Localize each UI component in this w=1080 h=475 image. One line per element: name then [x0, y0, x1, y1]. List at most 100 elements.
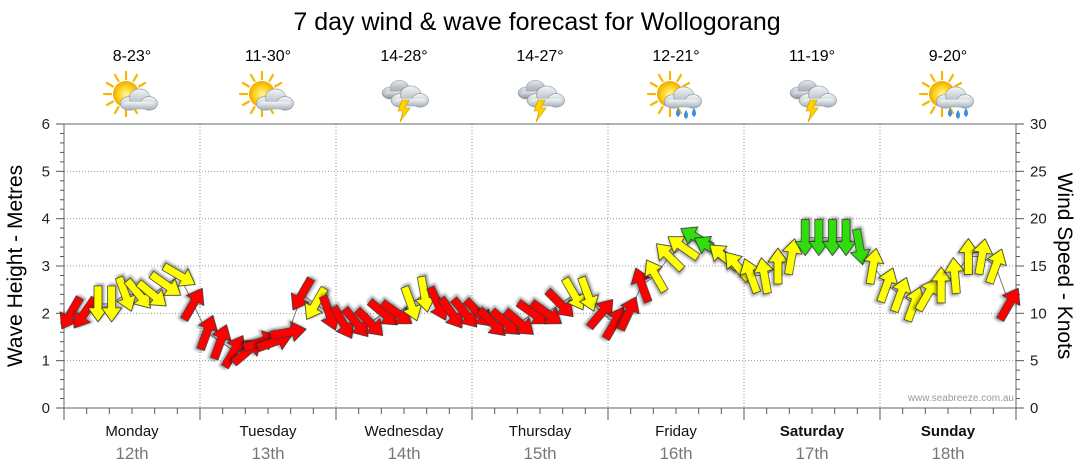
wind-arrow	[782, 238, 803, 276]
temperature-label: 12-21°	[652, 48, 699, 65]
sun-ray	[921, 100, 931, 107]
wind-arrow-shape	[529, 299, 562, 325]
wind-arrow	[544, 287, 574, 318]
sun-ray	[241, 100, 251, 107]
storm-icon	[381, 79, 429, 123]
wind-arrow-shape	[354, 306, 384, 336]
day-name-label: Thursday	[509, 423, 572, 440]
sun-ray	[241, 81, 251, 88]
wind-arrow	[850, 228, 871, 266]
wind-arrow-shape	[996, 287, 1021, 322]
wind-arrow-shape	[630, 267, 653, 304]
left-tick-label: 0	[42, 400, 50, 417]
sun-ray	[681, 81, 691, 88]
lightning-bolt	[805, 99, 819, 123]
wave-height-series	[70, 236, 1010, 352]
rain-drop	[692, 108, 696, 117]
sun-ray	[649, 100, 659, 107]
wind-arrow-shape	[944, 257, 965, 295]
wind-arrow-shape	[985, 248, 1007, 285]
temperature-label: 14-28°	[380, 48, 427, 65]
wind-arrow	[863, 247, 885, 285]
left-tick-label: 5	[42, 163, 50, 180]
temperature-label: 11-30°	[245, 48, 291, 65]
wind-arrow-shape	[616, 296, 640, 332]
sun-cloud-icon	[102, 70, 158, 118]
wind-arrow-shape	[930, 266, 952, 304]
wind-arrow-shape	[148, 270, 182, 296]
wind-arrow	[996, 287, 1021, 322]
wind-arrow-shape	[180, 287, 205, 322]
sun-ray	[929, 105, 936, 115]
sun-ray	[273, 81, 283, 88]
day-date-label: 16th	[659, 444, 692, 463]
cloud-base	[258, 101, 291, 110]
wind-arrow-shape	[958, 238, 979, 275]
credit-text: www.seabreeze.com.au	[907, 393, 1014, 404]
wave-height-line	[70, 236, 1010, 352]
storm-icon	[517, 79, 565, 123]
right-tick-label: 10	[1030, 305, 1047, 322]
day-date-label: 13th	[251, 444, 284, 463]
wind-arrow-shape	[863, 247, 885, 285]
wind-arrow-shape	[753, 257, 774, 295]
wind-arrow-shape	[644, 259, 669, 294]
cloud-base	[122, 101, 155, 110]
wind-arrow-shape	[290, 276, 315, 311]
day-date-label: 12th	[115, 444, 148, 463]
right-tick-label: 15	[1030, 258, 1047, 275]
cloud-base	[666, 99, 699, 108]
temperature-label: 14-27°	[516, 48, 563, 65]
day-name-label: Wednesday	[365, 423, 444, 440]
sun-rain-icon	[918, 70, 974, 119]
sun-ray	[921, 81, 931, 88]
wind-arrow	[944, 257, 965, 295]
rain-drop	[948, 108, 952, 117]
sun-ray	[657, 105, 664, 115]
day-date-label: 18th	[931, 444, 964, 463]
sun-ray	[649, 81, 659, 88]
day-date-label: 15th	[523, 444, 556, 463]
day-date-label: 17th	[795, 444, 828, 463]
sun-ray	[948, 73, 955, 83]
right-tick-label: 0	[1030, 400, 1038, 417]
sun-ray	[113, 73, 120, 83]
day-name-label: Tuesday	[240, 423, 297, 440]
left-tick-label: 6	[42, 116, 50, 133]
temperature-label: 8-23°	[113, 48, 151, 65]
left-tick-label: 3	[42, 258, 50, 275]
wind-arrow-shape	[850, 228, 871, 266]
wind-arrow	[630, 267, 653, 304]
day-name-label: Sunday	[921, 423, 976, 440]
wind-arrow	[135, 279, 167, 307]
sun-ray	[249, 105, 256, 115]
wind-arrow	[354, 306, 384, 336]
chart-title: 7 day wind & wave forecast for Wollogora…	[293, 8, 780, 36]
rain-drop	[684, 110, 688, 119]
axes: 0 1 2 3 4 5 6 0 5 10 15 20 25 30	[42, 116, 1047, 420]
wind-arrow	[616, 296, 640, 332]
storm-icon	[789, 79, 837, 123]
sun-ray	[137, 81, 147, 88]
left-tick-label: 1	[42, 353, 50, 370]
sun-cloud-icon	[238, 70, 294, 118]
sun-ray	[249, 73, 256, 83]
sun-rain-icon	[646, 70, 702, 119]
wind-arrow	[269, 321, 307, 342]
wind-arrow	[972, 238, 993, 276]
sun-ray	[113, 105, 120, 115]
left-tick-label: 2	[42, 305, 50, 322]
cloud-base	[801, 98, 834, 107]
right-tick-label: 25	[1030, 163, 1047, 180]
wind-arrow	[577, 275, 599, 312]
wind-arrow-shape	[782, 238, 803, 276]
right-tick-label: 30	[1030, 116, 1047, 133]
weather-icons: 8-23° 11-30° 14-28° 14-27° 12-21° 11-19° 9-20°	[102, 48, 974, 123]
day-name-label: Monday	[105, 423, 159, 440]
day-date-label: 14th	[387, 444, 420, 463]
wind-arrow-shape	[269, 321, 307, 342]
sun-ray	[676, 105, 683, 115]
sun-ray	[132, 73, 139, 83]
